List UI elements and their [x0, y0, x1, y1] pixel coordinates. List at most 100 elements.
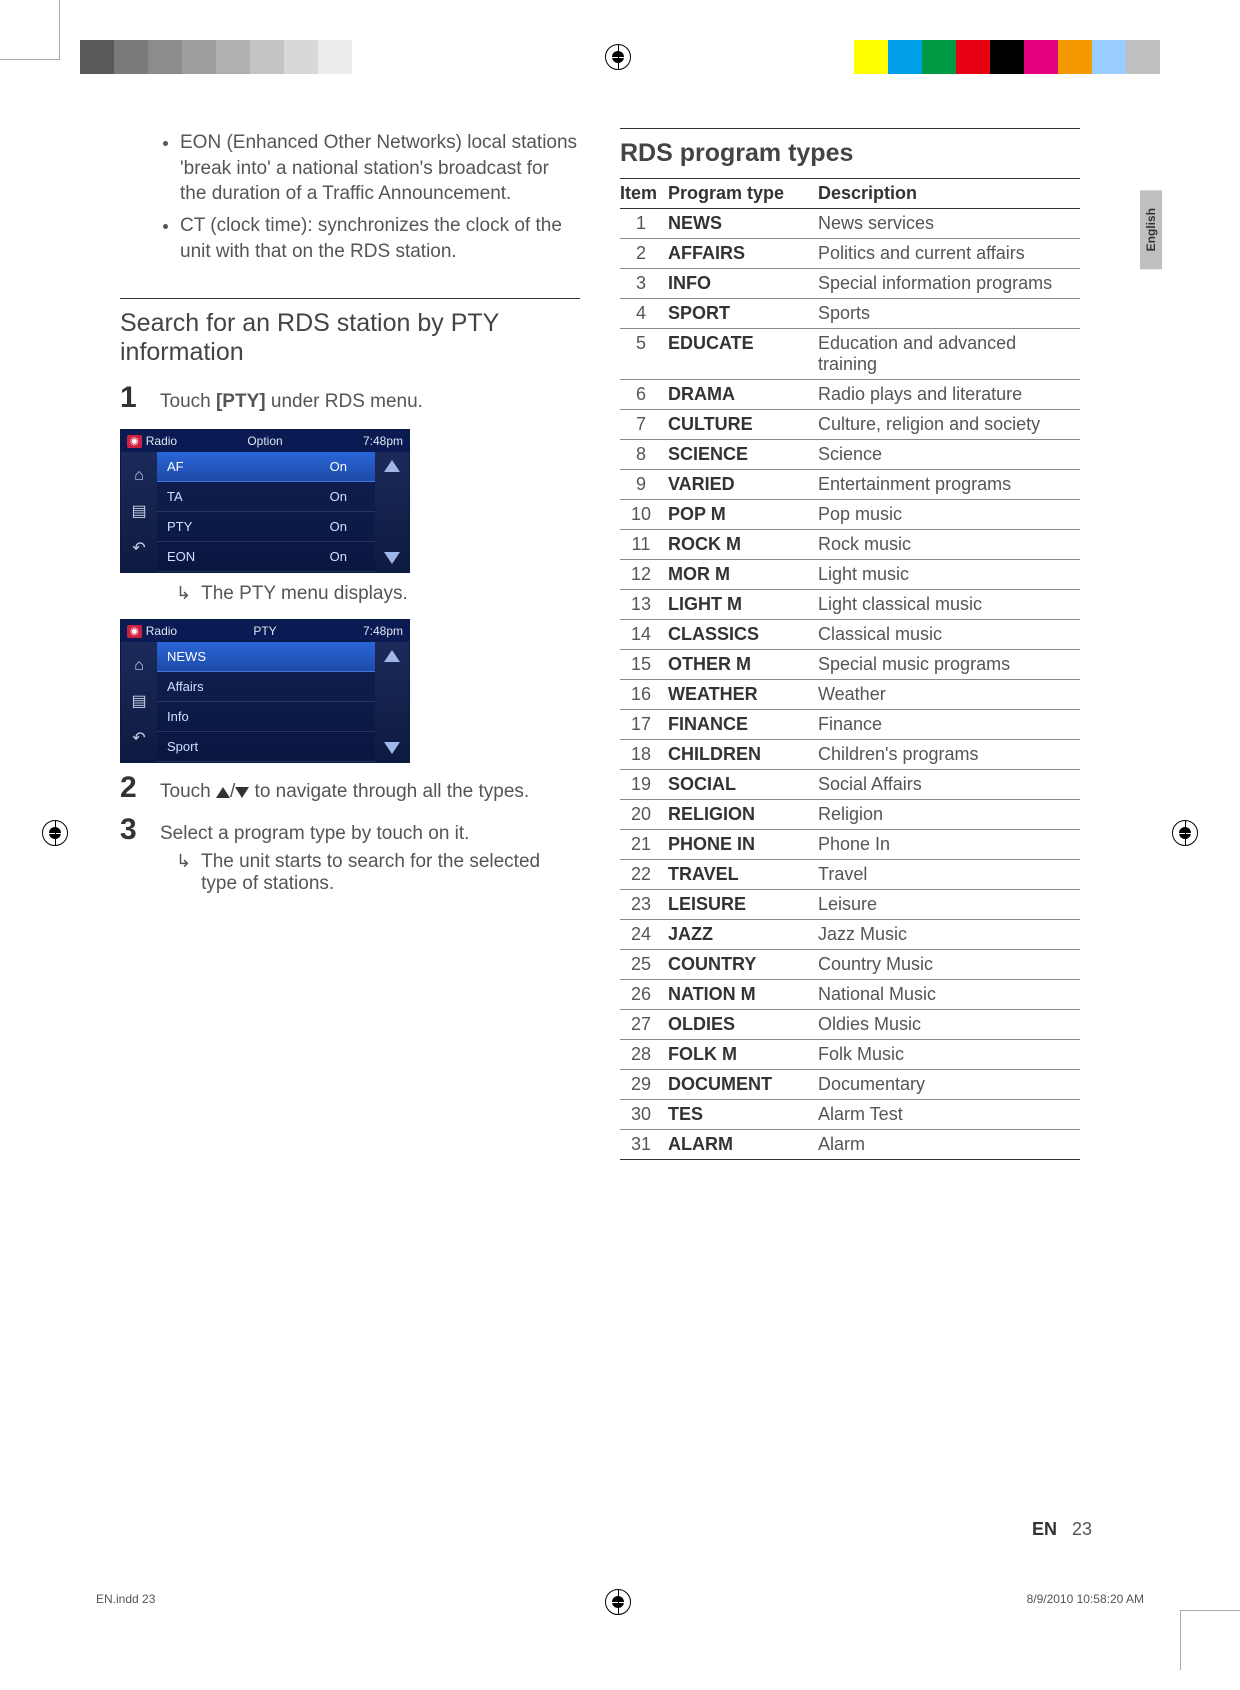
swatch [922, 40, 956, 74]
step-3-number: 3 [120, 813, 144, 847]
device-row[interactable]: Sport [157, 732, 375, 762]
cell-item: 1 [620, 209, 668, 239]
swatch [250, 40, 284, 74]
table-row: 14CLASSICSClassical music [620, 620, 1080, 650]
cell-ptype: AFFAIRS [668, 239, 818, 269]
cell-item: 24 [620, 920, 668, 950]
device-screenshot-option: ◉ Radio Option 7:48pm ⌂ ▤ ↶ AFOnTAOnPTYO… [120, 429, 410, 573]
back-icon[interactable]: ↶ [132, 728, 145, 748]
cell-ptype: WEATHER [668, 680, 818, 710]
cell-desc: Leisure [818, 890, 1080, 920]
swatch [956, 40, 990, 74]
page-content: EON (Enhanced Other Networks) local stat… [120, 110, 1120, 1160]
device-nav [375, 642, 409, 762]
cell-desc: Education and advanced training [818, 329, 1080, 380]
back-icon[interactable]: ↶ [132, 538, 145, 558]
swatch [820, 40, 854, 74]
nav-down-icon[interactable] [384, 552, 400, 564]
step-2-number: 2 [120, 771, 144, 805]
page-number: EN 23 [1032, 1519, 1092, 1540]
color-bar-right [820, 40, 1160, 74]
cell-item: 14 [620, 620, 668, 650]
device-row-label: EON [167, 549, 195, 564]
header-item: Item [620, 179, 668, 209]
cell-desc: National Music [818, 980, 1080, 1010]
table-row: 9VARIEDEntertainment programs [620, 470, 1080, 500]
cell-desc: Travel [818, 860, 1080, 890]
table-row: 26NATION MNational Music [620, 980, 1080, 1010]
cell-ptype: POP M [668, 500, 818, 530]
device-row[interactable]: Affairs [157, 672, 375, 702]
cell-item: 8 [620, 440, 668, 470]
device-center-label: PTY [253, 624, 276, 638]
swatch [114, 40, 148, 74]
step-2-body: Touch / to navigate through all the type… [160, 779, 580, 805]
cell-desc: Radio plays and literature [818, 380, 1080, 410]
cell-desc: Children's programs [818, 740, 1080, 770]
cell-item: 17 [620, 710, 668, 740]
cell-ptype: FOLK M [668, 1040, 818, 1070]
table-row: 13LIGHT MLight classical music [620, 590, 1080, 620]
cell-desc: Social Affairs [818, 770, 1080, 800]
nav-up-icon[interactable] [384, 650, 400, 662]
cell-item: 28 [620, 1040, 668, 1070]
device-center-label: Option [247, 434, 282, 448]
swatch [148, 40, 182, 74]
device-row[interactable]: TAOn [157, 482, 375, 512]
device-row-value: On [330, 459, 365, 474]
cell-ptype: CHILDREN [668, 740, 818, 770]
device-row[interactable]: Info [157, 702, 375, 732]
cell-desc: Pop music [818, 500, 1080, 530]
cell-item: 26 [620, 980, 668, 1010]
cell-desc: Folk Music [818, 1040, 1080, 1070]
device-row[interactable]: NEWS [157, 642, 375, 672]
color-bar-left [80, 40, 386, 74]
nav-down-icon[interactable] [384, 742, 400, 754]
cell-item: 16 [620, 680, 668, 710]
device-row-label: PTY [167, 519, 192, 534]
cell-item: 20 [620, 800, 668, 830]
cell-item: 7 [620, 410, 668, 440]
cell-desc: Weather [818, 680, 1080, 710]
cell-item: 22 [620, 860, 668, 890]
step1-result: ↳ The PTY menu displays. [176, 583, 580, 605]
cell-ptype: ROCK M [668, 530, 818, 560]
right-column: RDS program types Item Program type Desc… [620, 110, 1080, 1160]
cell-ptype: INFO [668, 269, 818, 299]
table-row: 8SCIENCEScience [620, 440, 1080, 470]
list-icon[interactable]: ▤ [131, 501, 146, 521]
cell-item: 12 [620, 560, 668, 590]
swatch [990, 40, 1024, 74]
home-icon[interactable]: ⌂ [134, 657, 144, 675]
table-row: 21PHONE INPhone In [620, 830, 1080, 860]
device-header: ◉ Radio Option 7:48pm [121, 430, 409, 452]
device-row-label: Affairs [167, 679, 204, 694]
cell-desc: Light classical music [818, 590, 1080, 620]
device-rows: AFOnTAOnPTYOnEONOn [157, 452, 375, 572]
cell-item: 6 [620, 380, 668, 410]
swatch [1058, 40, 1092, 74]
crop-mark-bottom-right [1180, 1610, 1240, 1670]
step-3: 3 Select a program type by touch on it. [120, 813, 580, 847]
cell-desc: News services [818, 209, 1080, 239]
table-row: 25COUNTRYCountry Music [620, 950, 1080, 980]
device-row[interactable]: PTYOn [157, 512, 375, 542]
step-3-body: Select a program type by touch on it. [160, 821, 580, 847]
table-row: 6DRAMARadio plays and literature [620, 380, 1080, 410]
cell-desc: Rock music [818, 530, 1080, 560]
cell-item: 18 [620, 740, 668, 770]
device-row[interactable]: EONOn [157, 542, 375, 572]
step-1-bold: [PTY] [216, 391, 266, 412]
home-icon[interactable]: ⌂ [134, 467, 144, 485]
radio-icon: ◉ [127, 625, 142, 638]
cell-item: 10 [620, 500, 668, 530]
swatch [352, 40, 386, 74]
swatch [854, 40, 888, 74]
table-row: 19SOCIALSocial Affairs [620, 770, 1080, 800]
nav-up-icon[interactable] [384, 460, 400, 472]
device-row[interactable]: AFOn [157, 452, 375, 482]
cell-ptype: LIGHT M [668, 590, 818, 620]
list-icon[interactable]: ▤ [131, 691, 146, 711]
device-row-value: On [330, 489, 365, 504]
cell-item: 9 [620, 470, 668, 500]
